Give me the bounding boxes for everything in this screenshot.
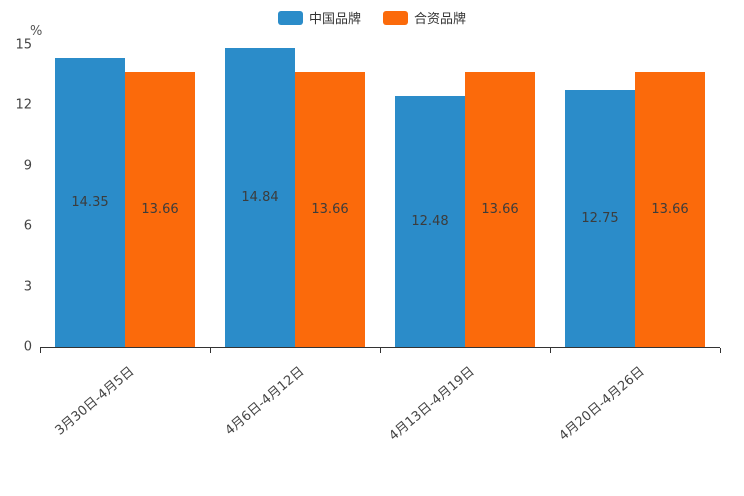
x-tick-mark <box>720 348 721 353</box>
legend-swatch-icon <box>277 10 303 25</box>
y-axis-ticks: 0 3 6 9 12 15 <box>0 38 34 355</box>
bar-group: 14.35 13.66 <box>40 45 210 347</box>
bar-series2[interactable]: 13.66 <box>635 71 705 347</box>
y-axis-unit-label: % <box>30 24 43 39</box>
plot-area: 14.35 13.66 14.84 13.66 12.48 13.66 12.75 13.66 <box>40 45 720 348</box>
x-tick-mark <box>210 348 211 353</box>
bar-series1[interactable]: 12.75 <box>565 90 635 347</box>
x-category-label: 4月13日-4月19日 <box>386 364 478 444</box>
x-category-label: 3月30日-4月5日 <box>52 364 138 439</box>
bar-value-label: 13.66 <box>651 201 689 217</box>
x-axis-labels: 3月30日-4月5日 4月6日-4月12日 4月13日-4月19日 4月20日-4月2… <box>40 347 720 487</box>
bar-value-label: 12.48 <box>411 213 449 229</box>
bar-value-label: 14.35 <box>71 195 109 211</box>
y-tick-label: 0 <box>23 339 32 355</box>
bar-series1[interactable]: 12.48 <box>395 95 465 347</box>
legend: 中国品牌 合资品牌 <box>0 8 744 27</box>
y-tick-label: 15 <box>15 37 32 53</box>
x-tick-mark <box>40 348 41 353</box>
bar-value-label: 13.66 <box>311 201 349 217</box>
bar-series2[interactable]: 13.66 <box>125 71 195 347</box>
legend-label: 合资品牌 <box>414 12 467 27</box>
bar-series1[interactable]: 14.84 <box>225 48 295 347</box>
y-tick-label: 3 <box>23 279 32 295</box>
x-tick-mark <box>380 348 381 353</box>
bar-group: 12.75 13.66 <box>550 45 720 347</box>
legend-label: 中国品牌 <box>308 12 361 27</box>
y-tick-label: 6 <box>23 218 32 234</box>
bar-value-label: 12.75 <box>581 211 619 227</box>
x-tick-mark <box>550 348 551 353</box>
bar-series1[interactable]: 14.35 <box>55 58 125 347</box>
x-category-label: 4月6日-4月12日 <box>222 364 308 439</box>
y-tick-label: 9 <box>23 158 32 174</box>
x-category-label: 4月20日-4月26日 <box>556 364 648 444</box>
legend-item[interactable]: 合资品牌 <box>383 8 466 27</box>
bar-group: 12.48 13.66 <box>380 45 550 347</box>
y-tick-label: 12 <box>15 97 32 113</box>
bar-value-label: 14.84 <box>241 190 279 206</box>
x-axis-ticks <box>40 347 721 353</box>
bar-value-label: 13.66 <box>141 201 179 217</box>
bar-series2[interactable]: 13.66 <box>295 71 365 347</box>
bar-value-label: 13.66 <box>481 201 519 217</box>
bar-series2[interactable]: 13.66 <box>465 71 535 347</box>
bar-group: 14.84 13.66 <box>210 45 380 347</box>
legend-item[interactable]: 中国品牌 <box>277 8 361 27</box>
legend-swatch-icon <box>383 10 408 25</box>
